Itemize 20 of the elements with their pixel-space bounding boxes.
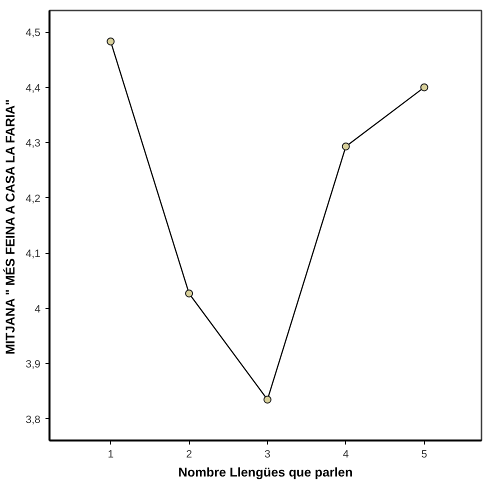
point xyxy=(185,289,194,298)
y-tick-label: 4,3 xyxy=(26,138,41,150)
x-axis-title: Nombre Llengües que parlen xyxy=(178,466,353,480)
point xyxy=(263,396,272,404)
y-tick-label: 4,2 xyxy=(26,192,41,205)
y-tick-label: 4 xyxy=(34,303,41,316)
y-tick-label: 4,4 xyxy=(26,82,41,94)
y-tick-label: 3,9 xyxy=(26,358,41,371)
point xyxy=(106,37,115,46)
x-tick-label: 5 xyxy=(421,448,428,460)
x-tick-label: 4 xyxy=(342,448,349,460)
y-axis-title: MITJANA " MÉS FEINA A CASA LA FARIA" xyxy=(2,99,18,355)
x-tick-label: 2 xyxy=(186,448,192,460)
y-tick-label: 4,1 xyxy=(26,248,41,260)
point xyxy=(342,142,350,150)
y-tick-label: 3,8 xyxy=(26,414,41,426)
y-tick-label: 4,5 xyxy=(26,27,41,40)
point xyxy=(420,83,428,92)
x-tick-label: 1 xyxy=(108,448,114,460)
x-tick-label: 3 xyxy=(264,448,270,460)
